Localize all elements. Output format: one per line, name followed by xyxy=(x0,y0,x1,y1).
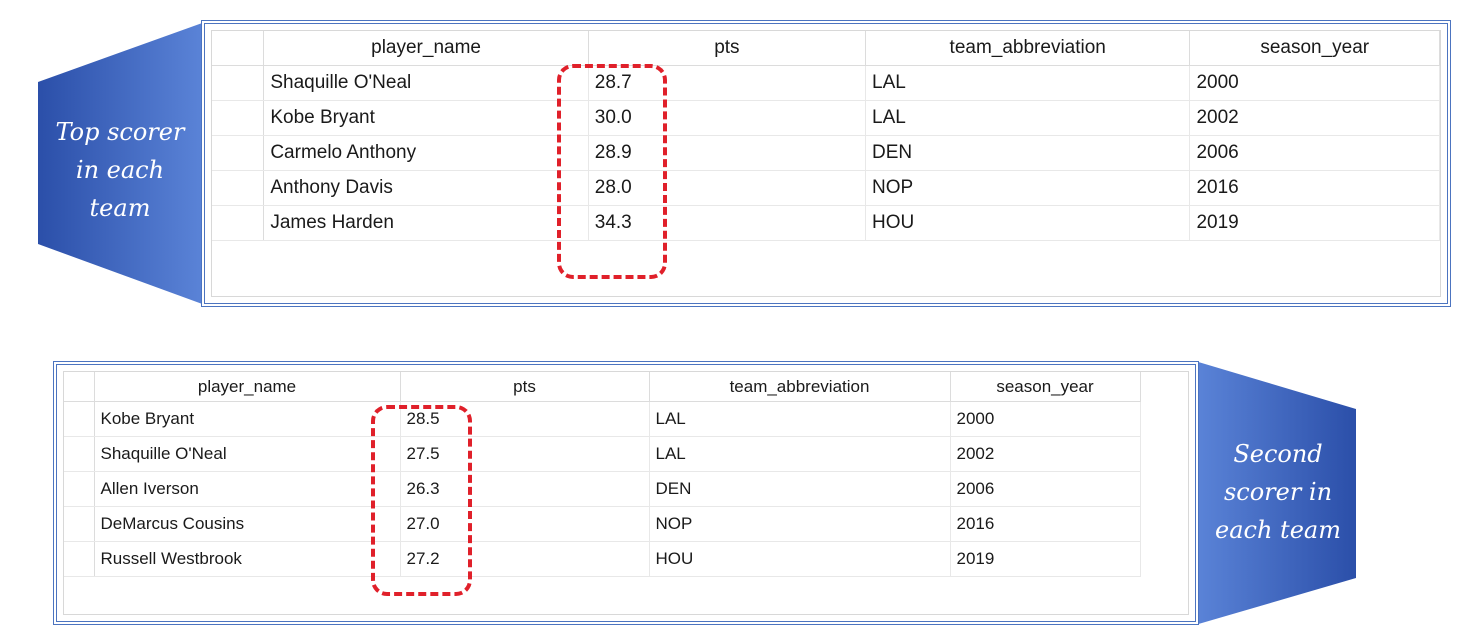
cell-pts[interactable]: 34.3 xyxy=(588,205,867,241)
row-header[interactable] xyxy=(212,135,265,171)
cell-pts[interactable]: 28.0 xyxy=(588,170,867,206)
cell-team-abbreviation[interactable]: DEN xyxy=(649,471,951,507)
cell-team-abbreviation[interactable]: HOU xyxy=(649,541,951,577)
table-row[interactable]: James Harden 34.3 HOU 2019 xyxy=(212,205,1440,241)
top-pts-highlight xyxy=(557,64,667,279)
top-header-corner xyxy=(212,31,265,66)
cell-player-name[interactable]: Russell Westbrook xyxy=(94,541,401,577)
cell-team-abbreviation[interactable]: LAL xyxy=(865,65,1191,101)
top-header-row: player_name pts team_abbreviation season… xyxy=(212,31,1440,66)
bottom-col-team-abbreviation[interactable]: team_abbreviation xyxy=(649,372,951,402)
cell-team-abbreviation[interactable]: HOU xyxy=(865,205,1191,241)
cell-season-year[interactable]: 2002 xyxy=(1189,100,1440,136)
cell-team-abbreviation[interactable]: LAL xyxy=(865,100,1191,136)
cell-player-name[interactable]: Carmelo Anthony xyxy=(263,135,589,171)
bottom-caption-line-2: scorer in xyxy=(1223,478,1333,506)
cell-pts[interactable]: 27.0 xyxy=(400,506,650,542)
bottom-caption-line-3: each team xyxy=(1215,516,1341,544)
cell-player-name[interactable]: Shaquille O'Neal xyxy=(94,436,401,472)
bottom-banner-shape xyxy=(1195,361,1356,625)
row-header[interactable] xyxy=(64,471,95,507)
top-caption-line-3: team xyxy=(89,194,151,222)
top-results-grid-area: player_name pts team_abbreviation season… xyxy=(211,30,1441,297)
bottom-header-corner xyxy=(64,372,95,402)
cell-player-name[interactable]: Shaquille O'Neal xyxy=(263,65,589,101)
cell-season-year[interactable]: 2019 xyxy=(1189,205,1440,241)
top-col-pts[interactable]: pts xyxy=(588,31,867,66)
cell-player-name[interactable]: Anthony Davis xyxy=(263,170,589,206)
table-row[interactable]: DeMarcus Cousins 27.0 NOP 2016 xyxy=(64,506,1141,542)
cell-pts[interactable]: 26.3 xyxy=(400,471,650,507)
row-header[interactable] xyxy=(212,170,265,206)
row-header[interactable] xyxy=(212,100,265,136)
table-row[interactable]: Carmelo Anthony 28.9 DEN 2006 xyxy=(212,135,1440,171)
table-row[interactable]: Anthony Davis 28.0 NOP 2016 xyxy=(212,170,1440,206)
cell-pts[interactable]: 28.9 xyxy=(588,135,867,171)
cell-player-name[interactable]: Kobe Bryant xyxy=(94,401,401,437)
top-caption-line-2: in each xyxy=(75,156,165,184)
bottom-caption-line-1: Second xyxy=(1233,440,1323,468)
cell-season-year[interactable]: 2019 xyxy=(950,541,1141,577)
bottom-header-row: player_name pts team_abbreviation season… xyxy=(64,372,1141,402)
cell-pts[interactable]: 28.7 xyxy=(588,65,867,101)
cell-season-year[interactable]: 2006 xyxy=(950,471,1141,507)
top-banner-caption: Top scorer in each team xyxy=(38,113,202,227)
top-col-season-year[interactable]: season_year xyxy=(1189,31,1440,66)
cell-pts[interactable]: 27.2 xyxy=(400,541,650,577)
row-header[interactable] xyxy=(64,506,95,542)
bottom-results-grid-area: player_name pts team_abbreviation season… xyxy=(63,371,1189,615)
bottom-results-frame: player_name pts team_abbreviation season… xyxy=(53,361,1199,625)
cell-season-year[interactable]: 2006 xyxy=(1189,135,1440,171)
top-results-table: player_name pts team_abbreviation season… xyxy=(212,31,1440,241)
cell-player-name[interactable]: Allen Iverson xyxy=(94,471,401,507)
top-results-frame: player_name pts team_abbreviation season… xyxy=(201,20,1451,307)
cell-team-abbreviation[interactable]: LAL xyxy=(649,436,951,472)
top-banner-shape xyxy=(38,22,205,305)
bottom-col-pts[interactable]: pts xyxy=(400,372,650,402)
cell-team-abbreviation[interactable]: LAL xyxy=(649,401,951,437)
row-header[interactable] xyxy=(212,65,265,101)
bottom-pts-highlight xyxy=(371,405,472,596)
row-header[interactable] xyxy=(64,401,95,437)
cell-pts[interactable]: 27.5 xyxy=(400,436,650,472)
cell-season-year[interactable]: 2016 xyxy=(950,506,1141,542)
cell-team-abbreviation[interactable]: NOP xyxy=(865,170,1191,206)
table-row[interactable]: Shaquille O'Neal 27.5 LAL 2002 xyxy=(64,436,1141,472)
cell-team-abbreviation[interactable]: NOP xyxy=(649,506,951,542)
bottom-col-player-name[interactable]: player_name xyxy=(94,372,401,402)
bottom-results-table: player_name pts team_abbreviation season… xyxy=(64,372,1141,577)
bottom-col-season-year[interactable]: season_year xyxy=(950,372,1141,402)
cell-player-name[interactable]: Kobe Bryant xyxy=(263,100,589,136)
cell-season-year[interactable]: 2000 xyxy=(1189,65,1440,101)
top-col-player-name[interactable]: player_name xyxy=(263,31,589,66)
table-row[interactable]: Allen Iverson 26.3 DEN 2006 xyxy=(64,471,1141,507)
row-header[interactable] xyxy=(64,541,95,577)
cell-season-year[interactable]: 2016 xyxy=(1189,170,1440,206)
cell-season-year[interactable]: 2000 xyxy=(950,401,1141,437)
top-caption-line-1: Top scorer xyxy=(55,118,185,146)
bottom-banner-caption: Second scorer in each team xyxy=(1198,435,1358,549)
table-row[interactable]: Shaquille O'Neal 28.7 LAL 2000 xyxy=(212,65,1440,101)
cell-player-name[interactable]: James Harden xyxy=(263,205,589,241)
row-header[interactable] xyxy=(212,205,265,241)
table-row[interactable]: Kobe Bryant 28.5 LAL 2000 xyxy=(64,401,1141,437)
cell-team-abbreviation[interactable]: DEN xyxy=(865,135,1191,171)
cell-player-name[interactable]: DeMarcus Cousins xyxy=(94,506,401,542)
cell-season-year[interactable]: 2002 xyxy=(950,436,1141,472)
top-col-team-abbreviation[interactable]: team_abbreviation xyxy=(865,31,1191,66)
table-row[interactable]: Kobe Bryant 30.0 LAL 2002 xyxy=(212,100,1440,136)
cell-pts[interactable]: 30.0 xyxy=(588,100,867,136)
row-header[interactable] xyxy=(64,436,95,472)
table-row[interactable]: Russell Westbrook 27.2 HOU 2019 xyxy=(64,541,1141,577)
